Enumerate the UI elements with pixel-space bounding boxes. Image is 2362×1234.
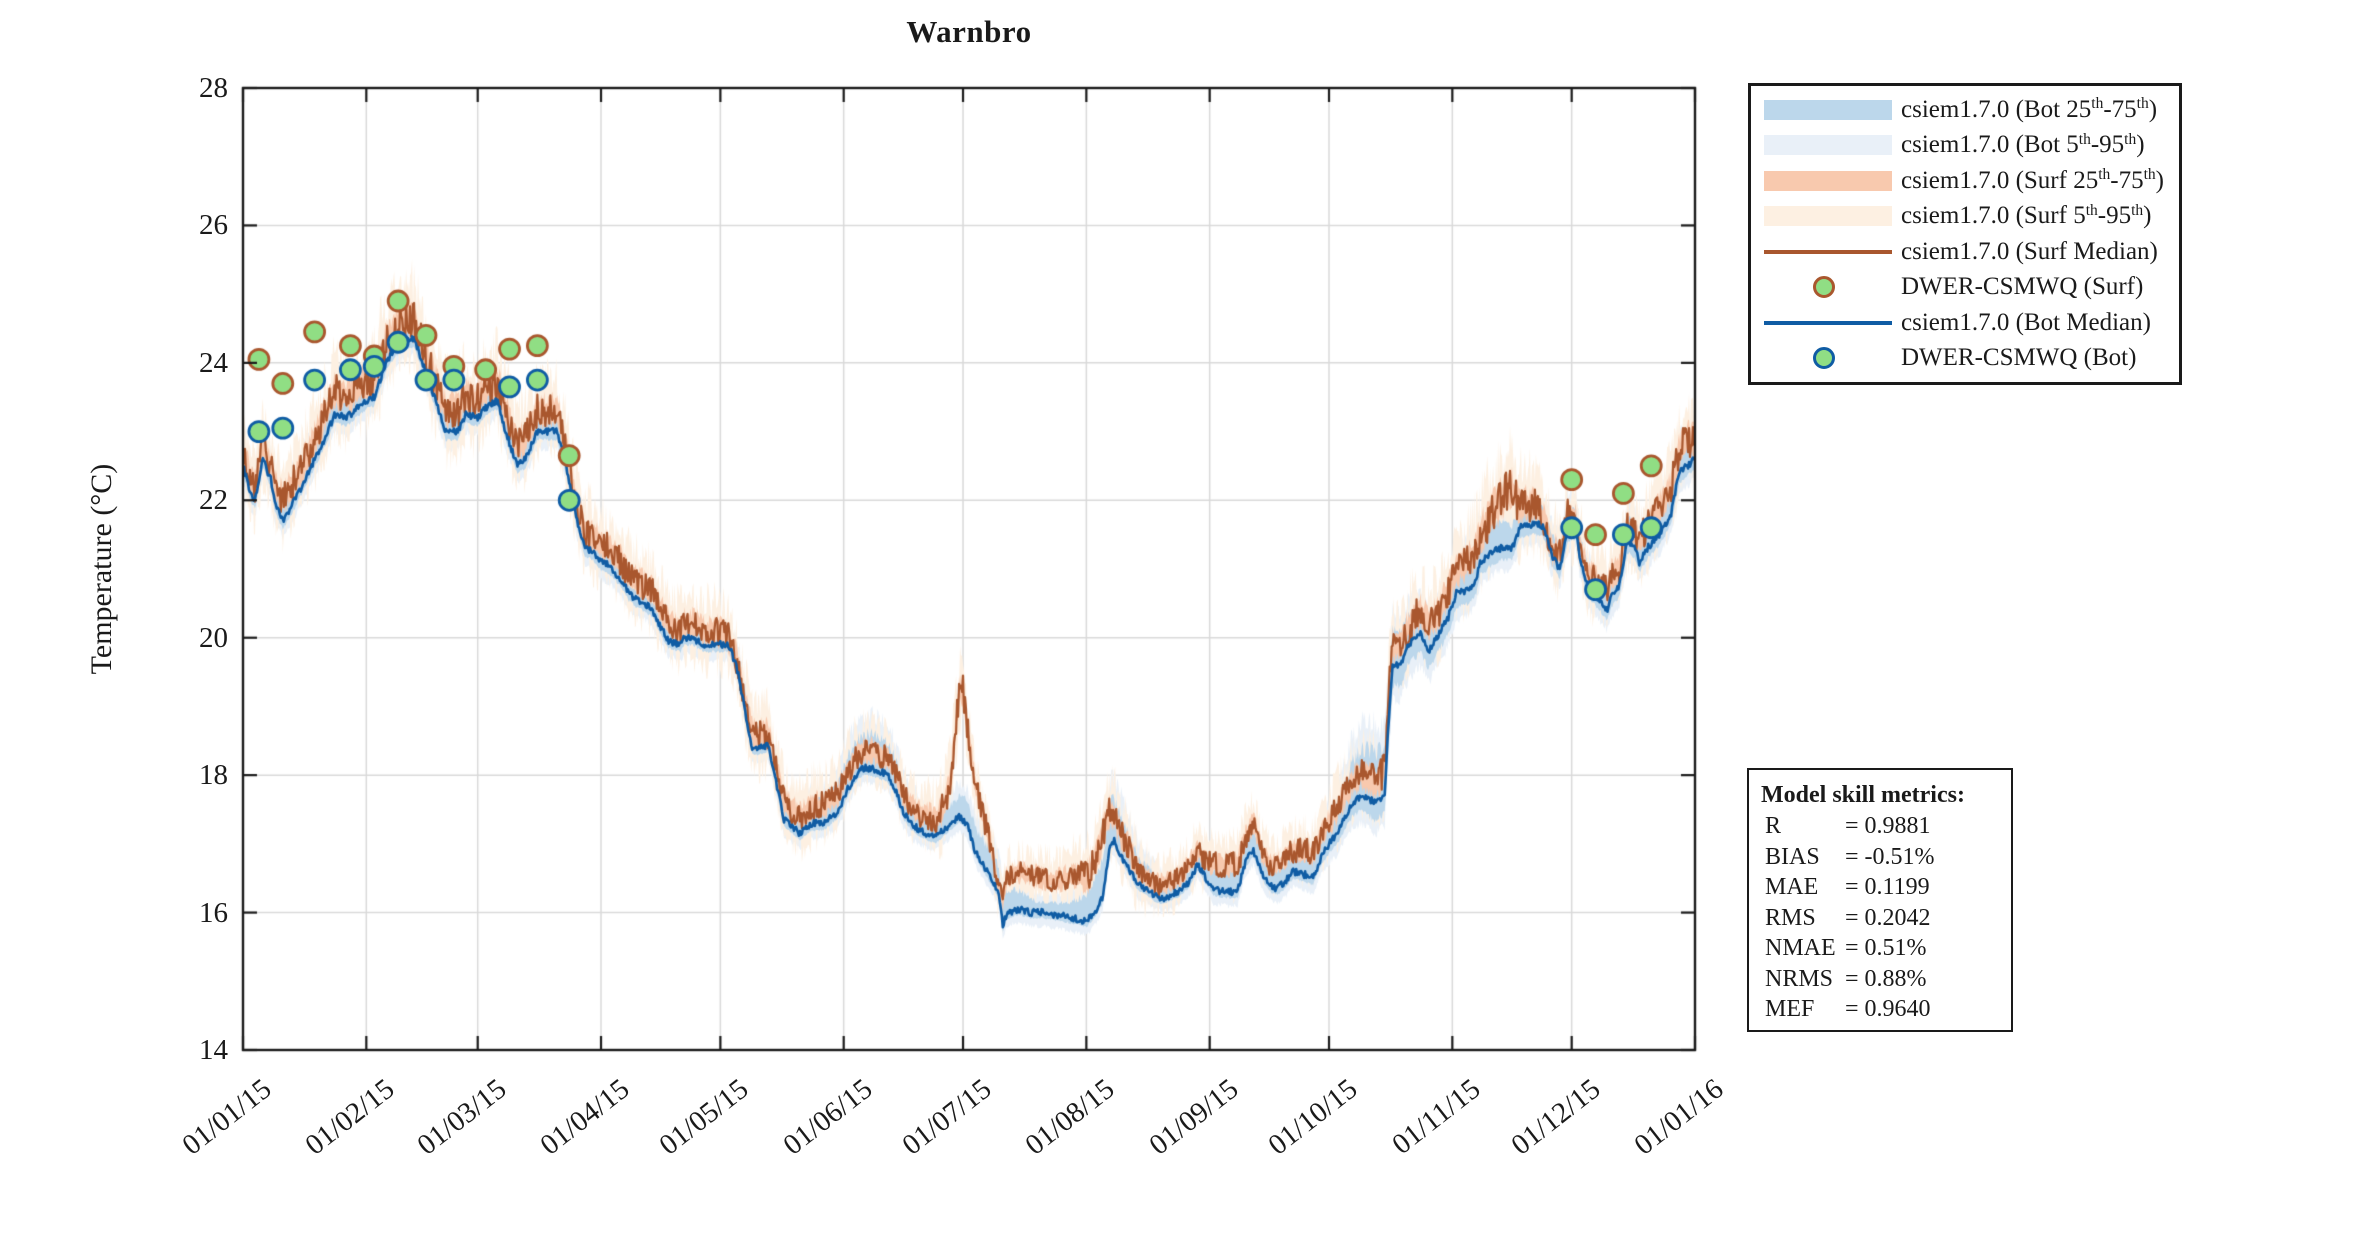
legend-label: csiem1.7.0 (Bot 5th-95th) — [1901, 130, 2145, 159]
legend: csiem1.7.0 (Bot 25th-75th) csiem1.7.0 (Bo… — [1748, 83, 2182, 385]
metric-row: MAE = 0.1199 — [1761, 872, 1999, 903]
y-tick-label: 26 — [199, 209, 228, 242]
y-tick-label: 16 — [199, 896, 228, 929]
legend-label: DWER-CSMWQ (Bot) — [1901, 344, 2137, 372]
metric-name: BIAS — [1765, 843, 1820, 870]
y-axis-label: Temperature (°C) — [85, 463, 118, 675]
metric-value: = -0.51% — [1845, 843, 1935, 870]
metric-row: RMS = 0.2042 — [1761, 903, 1999, 934]
metrics-box: Model skill metrics: R = 0.9881 BIAS = -0.5… — [1747, 768, 2013, 1032]
figure: Warnbro Temperature (°C) 14 16 18 20 22 24 26 2… — [0, 0, 2362, 1181]
legend-label: csiem1.7.0 (Surf 5th-95th) — [1901, 201, 2152, 230]
legend-swatch — [1751, 249, 1901, 254]
metric-row: NRMS = 0.88% — [1761, 964, 1999, 995]
y-tick-label: 20 — [199, 621, 228, 654]
metric-value: = 0.9881 — [1845, 813, 1931, 839]
metric-value: = 0.1199 — [1845, 874, 1930, 900]
y-tick-label: 24 — [199, 346, 228, 379]
legend-item: csiem1.7.0 (Surf 25th-75th) — [1751, 164, 2179, 198]
legend-item: csiem1.7.0 (Bot 5th-95th) — [1751, 128, 2179, 162]
legend-item: csiem1.7.0 (Surf Median) — [1751, 235, 2179, 269]
metric-value: = 0.51% — [1845, 935, 1927, 961]
metrics-rows: R = 0.9881 BIAS = -0.51% MAE = 0.1199 RMS = 0.2… — [1761, 811, 1999, 1025]
metric-name: NRMS — [1765, 965, 1834, 992]
legend-swatch — [1751, 135, 1901, 156]
page-title: Warnbro — [906, 14, 1032, 49]
metric-name: NMAE — [1765, 935, 1836, 961]
legend-swatch — [1751, 276, 1901, 299]
legend-label: DWER-CSMWQ (Surf) — [1901, 273, 2144, 301]
metric-value: = 0.88% — [1845, 965, 1927, 992]
metrics-title: Model skill metrics: — [1761, 782, 1965, 808]
metric-value: = 0.2042 — [1845, 904, 1931, 931]
legend-item: DWER-CSMWQ (Bot) — [1751, 341, 2179, 375]
legend-band-swatch — [1764, 170, 1892, 191]
legend-marker-icon — [1813, 347, 1835, 370]
legend-swatch — [1751, 206, 1901, 227]
legend-swatch — [1751, 99, 1901, 120]
y-tick-label: 18 — [199, 759, 228, 792]
legend-label: csiem1.7.0 (Bot 25th-75th) — [1901, 95, 2158, 123]
metric-row: MEF = 0.9640 — [1761, 994, 1999, 1025]
legend-item: csiem1.7.0 (Surf 5th-95th) — [1751, 199, 2179, 233]
y-tick-label: 28 — [199, 72, 228, 104]
legend-item: csiem1.7.0 (Bot Median) — [1751, 306, 2179, 340]
legend-line-swatch — [1764, 249, 1892, 254]
legend-swatch — [1751, 170, 1901, 191]
legend-marker-icon — [1813, 276, 1835, 299]
metric-name: R — [1765, 813, 1782, 839]
metric-row: NMAE = 0.51% — [1761, 933, 1999, 964]
legend-line-swatch — [1764, 320, 1892, 325]
legend-band-swatch — [1764, 206, 1892, 227]
metric-value: = 0.9640 — [1845, 996, 1931, 1022]
metric-row: BIAS = -0.51% — [1761, 842, 1999, 873]
metric-row: R = 0.9881 — [1761, 811, 1999, 842]
y-tick-label: 22 — [199, 484, 228, 517]
metric-name: MAE — [1765, 874, 1819, 900]
legend-band-swatch — [1764, 135, 1892, 156]
legend-item: DWER-CSMWQ (Surf) — [1751, 270, 2179, 304]
legend-label: csiem1.7.0 (Bot Median) — [1901, 308, 2151, 336]
legend-item: csiem1.7.0 (Bot 25th-75th) — [1751, 93, 2179, 127]
y-tick-label: 14 — [199, 1034, 228, 1066]
legend-label: csiem1.7.0 (Surf 25th-75th) — [1901, 166, 2164, 194]
metric-name: MEF — [1765, 996, 1815, 1022]
legend-band-swatch — [1764, 99, 1892, 120]
metric-name: RMS — [1765, 904, 1816, 931]
legend-swatch — [1751, 320, 1901, 325]
legend-label: csiem1.7.0 (Surf Median) — [1901, 237, 2158, 265]
legend-swatch — [1751, 347, 1901, 370]
